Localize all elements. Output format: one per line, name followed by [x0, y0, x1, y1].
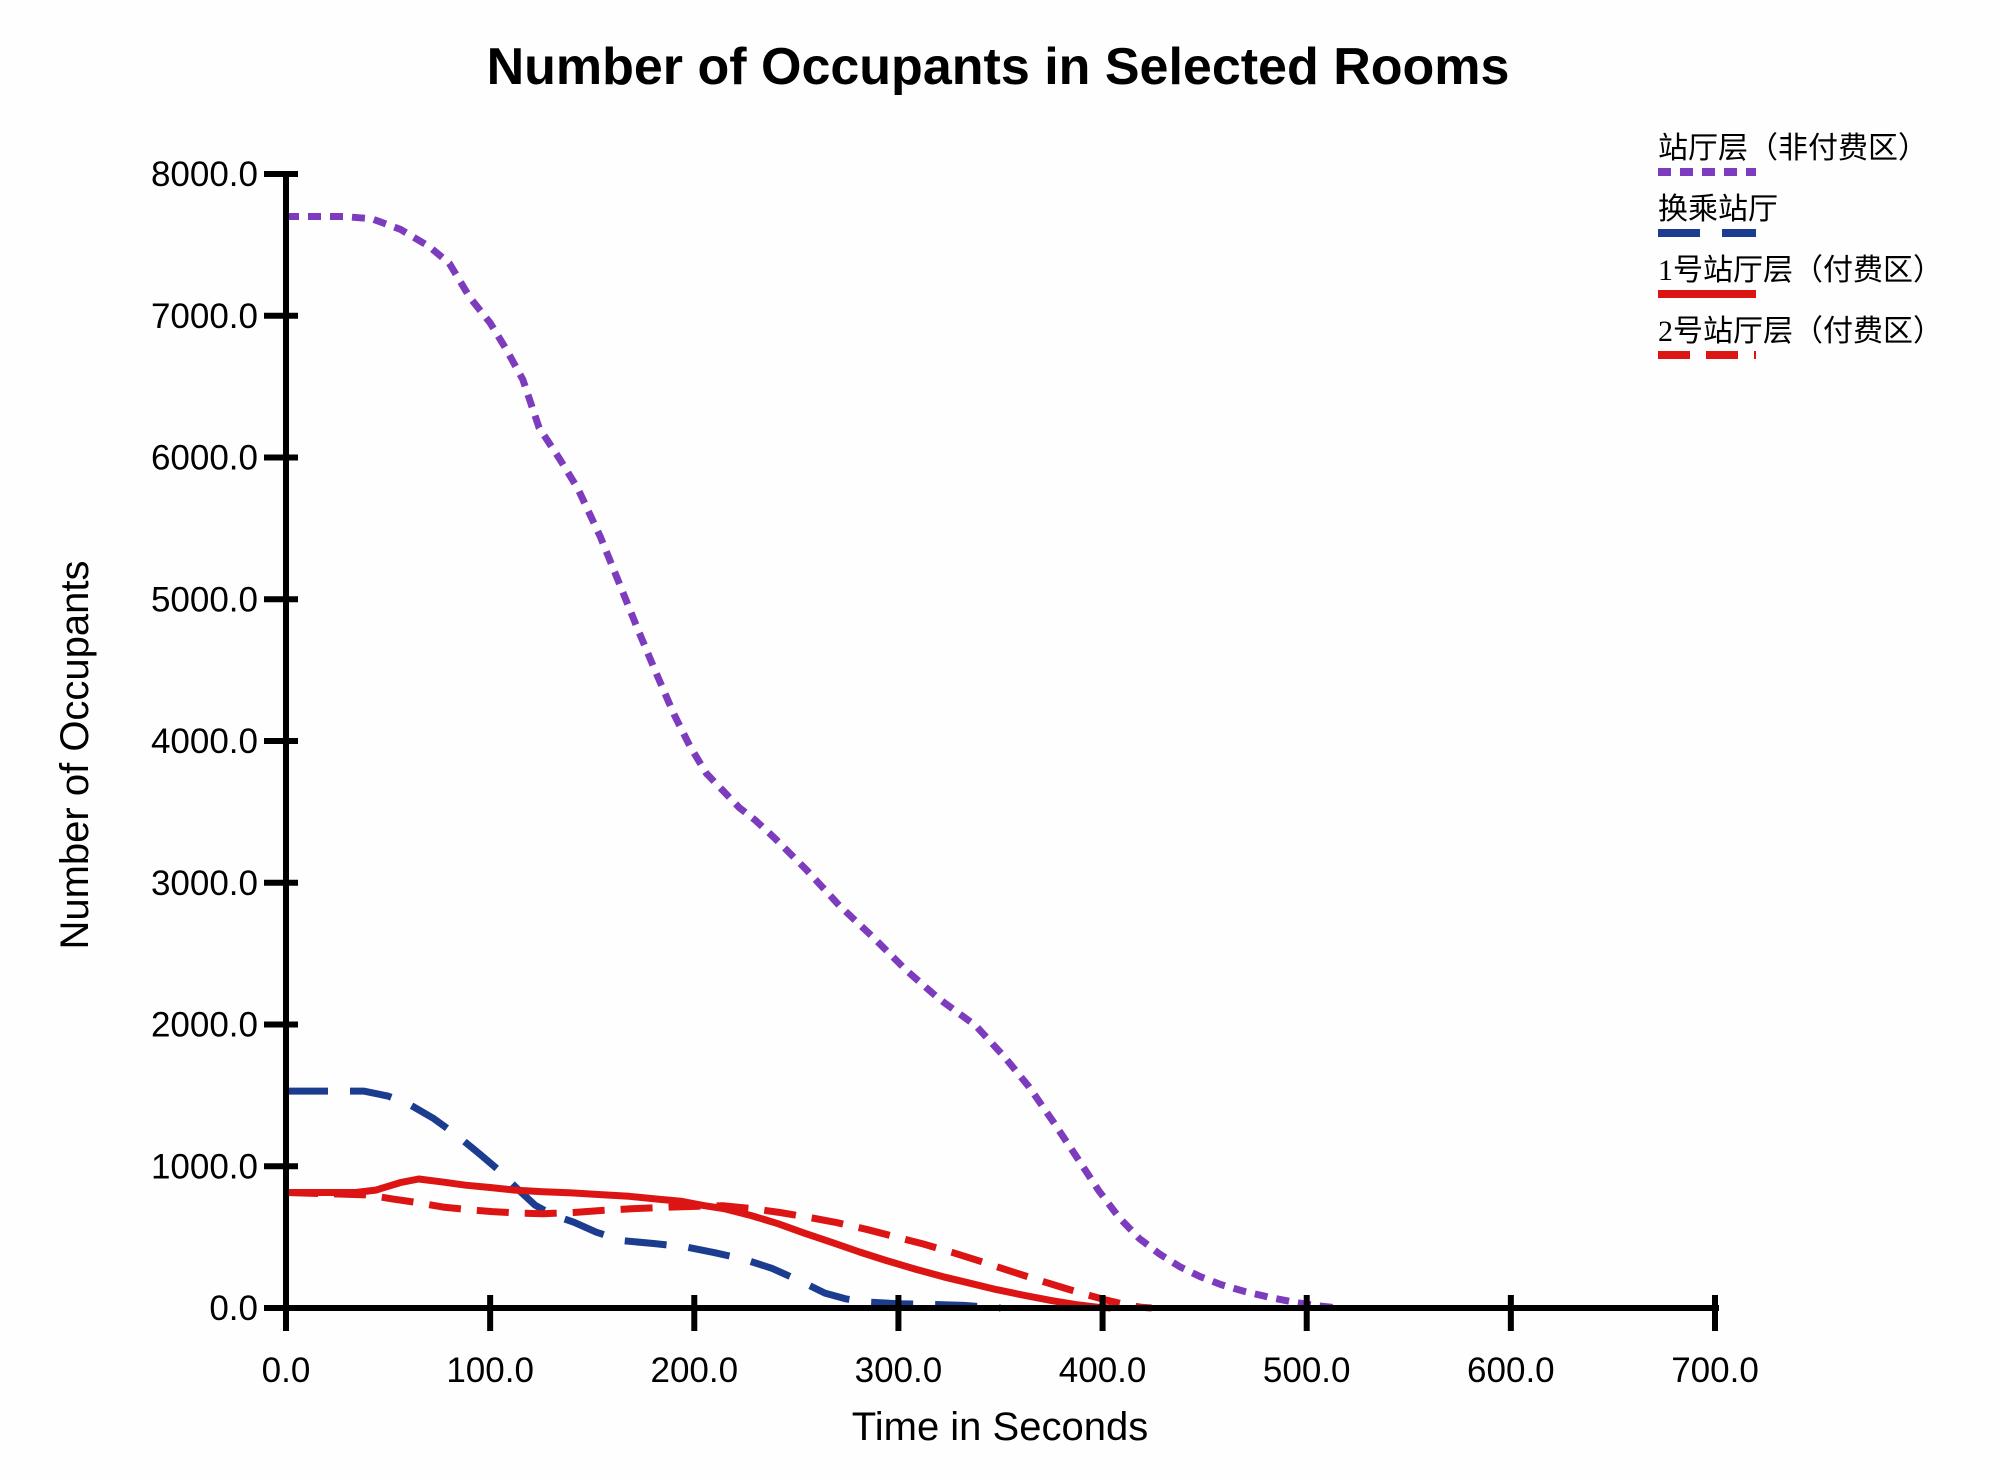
y-tick-label: 0.0 [209, 1289, 258, 1328]
y-tick-label: 7000.0 [151, 297, 258, 336]
series-line-2 [286, 1175, 1111, 1312]
legend-label: 站厅层（非付费区） [1658, 132, 1928, 165]
legend: 站厅层（非付费区） 换乘站厅 1号站厅层（付费区） 2号站厅层（付费区） [1658, 132, 1943, 359]
series-line-3 [285, 1189, 1152, 1312]
x-tick-label: 600.0 [1467, 1351, 1555, 1390]
x-tick-label: 200.0 [650, 1351, 738, 1390]
x-axis-title: Time in Seconds [852, 1405, 1148, 1449]
x-tick-label: 0.0 [262, 1351, 311, 1390]
y-tick-label: 3000.0 [151, 864, 258, 903]
x-tick-label: 300.0 [855, 1351, 943, 1390]
axis-ticks: 0.0 100.0 200.0 300.0 400.0 500.0 600.0 700.0 0.… [151, 155, 1759, 1390]
y-tick-label: 5000.0 [151, 580, 258, 619]
series-line-0 [286, 213, 1340, 1312]
legend-label: 换乘站厅 [1658, 193, 1778, 226]
y-tick-label: 6000.0 [151, 439, 258, 478]
x-tick-label: 500.0 [1263, 1351, 1351, 1390]
legend-label: 2号站厅层（付费区） [1658, 315, 1943, 348]
y-axis-title: Number of Occupants [53, 560, 97, 949]
legend-label: 1号站厅层（付费区） [1658, 254, 1943, 287]
y-tick-label: 1000.0 [151, 1147, 258, 1186]
y-tick-label: 2000.0 [151, 1006, 258, 1045]
axes [283, 174, 1719, 1311]
y-tick-label: 8000.0 [151, 155, 258, 194]
chart-title: Number of Occupants in Selected Rooms [487, 38, 1510, 96]
series-lines [285, 213, 1340, 1312]
x-tick-label: 700.0 [1671, 1351, 1759, 1390]
y-tick-label: 4000.0 [151, 722, 258, 761]
x-tick-label: 100.0 [446, 1351, 534, 1390]
series-line-1 [286, 1087, 1001, 1312]
x-tick-label: 400.0 [1059, 1351, 1147, 1390]
